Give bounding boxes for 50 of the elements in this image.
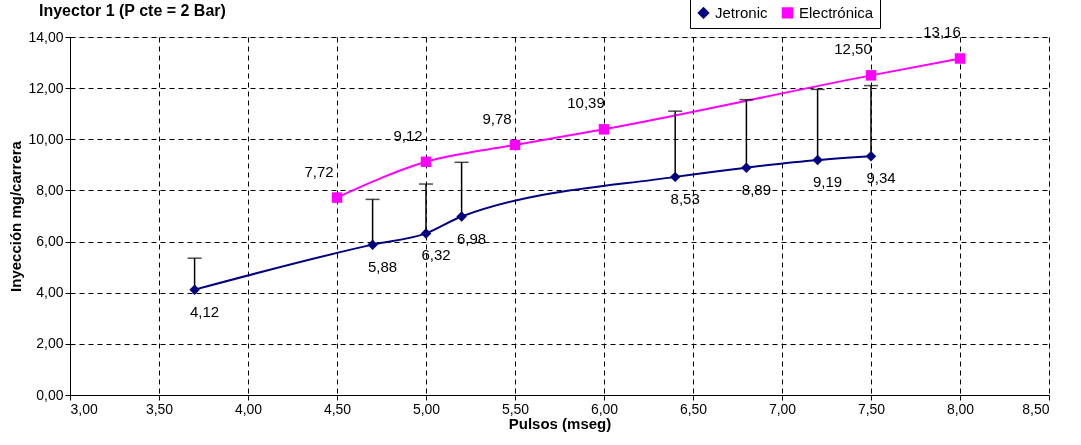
y-tick-label: 10,00 bbox=[28, 130, 64, 147]
chart-title: Inyector 1 (P cte = 2 Bar) bbox=[38, 2, 226, 20]
data-label: 13,16 bbox=[923, 23, 961, 41]
point bbox=[954, 53, 966, 64]
point bbox=[456, 211, 467, 222]
data-label: 7,72 bbox=[304, 162, 334, 180]
point bbox=[865, 150, 877, 162]
x-tick-label: 6,50 bbox=[679, 400, 708, 417]
x-tick-label: 6,00 bbox=[590, 400, 619, 417]
data-label: 5,88 bbox=[368, 257, 398, 275]
x-tick-label: 5,00 bbox=[412, 400, 441, 417]
data-label: 6,98 bbox=[457, 229, 487, 247]
legend-label: Electrónica bbox=[799, 3, 874, 21]
y-tick-label: 0,00 bbox=[36, 386, 64, 403]
data-label: 10,39 bbox=[567, 94, 605, 112]
point bbox=[741, 162, 752, 173]
data-label: 4,12 bbox=[190, 302, 220, 320]
point bbox=[189, 284, 200, 295]
point bbox=[598, 124, 610, 135]
data-label: 6,32 bbox=[421, 246, 451, 264]
y-axis-title: Inyección mg/carrera bbox=[7, 140, 25, 292]
x-tick-label: 8,00 bbox=[946, 400, 975, 417]
y-tick-label: 2,00 bbox=[36, 335, 64, 352]
x-tick-label: 4,00 bbox=[234, 400, 263, 417]
point bbox=[509, 139, 521, 151]
y-tick-label: 14,00 bbox=[28, 28, 64, 45]
y-tick-label: 4,00 bbox=[36, 284, 64, 301]
point bbox=[367, 239, 378, 250]
point bbox=[420, 156, 432, 168]
y-tick-label: 8,00 bbox=[36, 181, 64, 198]
data-label: 12,50 bbox=[834, 40, 872, 58]
x-tick-label: 7,50 bbox=[857, 400, 886, 417]
x-tick-label: 7,00 bbox=[768, 400, 797, 417]
point bbox=[865, 70, 877, 81]
x-tick-label: 5,50 bbox=[501, 400, 530, 417]
legend-label: Jetronic bbox=[715, 3, 769, 21]
x-tick-label: 3,00 bbox=[70, 400, 98, 417]
x-tick-label: 4,50 bbox=[323, 400, 352, 417]
data-label: 8,53 bbox=[670, 189, 700, 207]
y-tick-label: 6,00 bbox=[36, 233, 64, 250]
point bbox=[669, 171, 681, 183]
point bbox=[420, 228, 432, 239]
point bbox=[331, 192, 343, 203]
data-label: 9,34 bbox=[866, 169, 896, 187]
y-tick-label: 12,00 bbox=[28, 79, 64, 96]
point bbox=[812, 154, 823, 166]
data-label: 9,78 bbox=[482, 109, 512, 127]
data-label: 9,19 bbox=[813, 173, 843, 190]
x-tick-label: 3,50 bbox=[145, 400, 174, 417]
x-tick-label: 8,50 bbox=[1022, 400, 1050, 417]
